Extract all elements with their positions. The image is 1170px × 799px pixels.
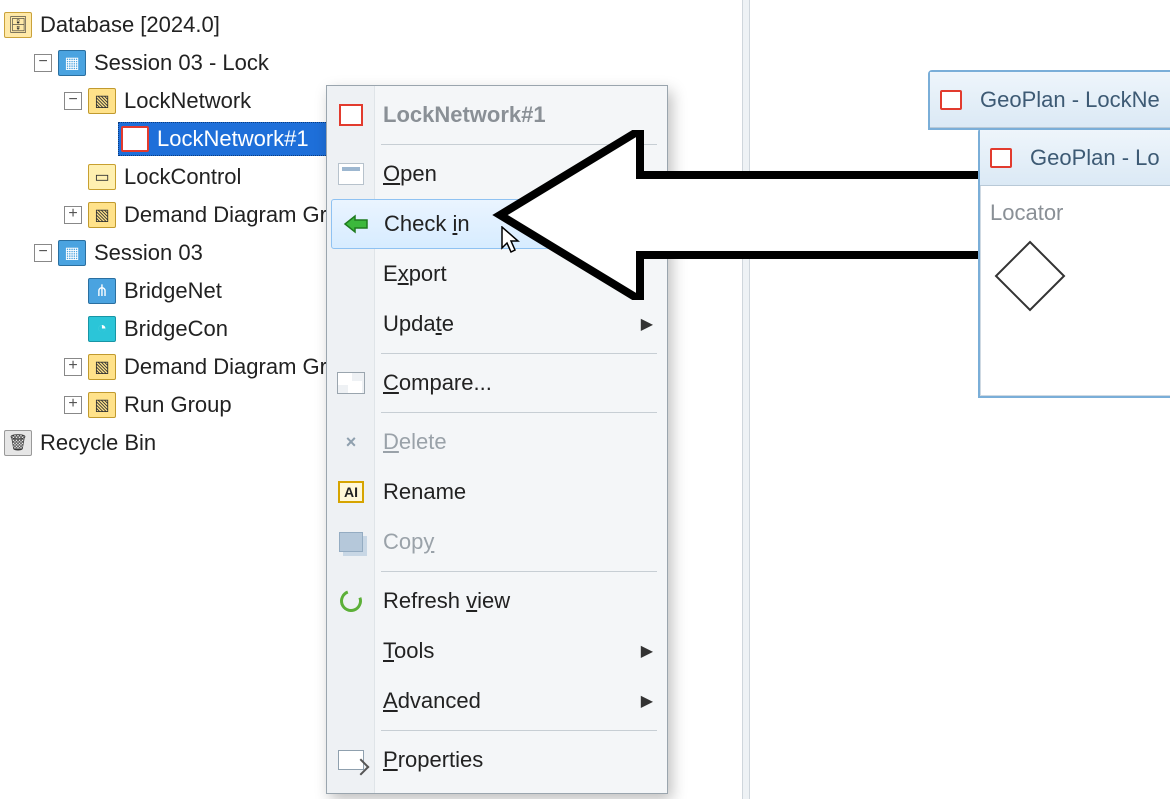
menu-item-refresh[interactable]: Refresh view [327,576,667,626]
tree-item-label: Run Group [124,392,232,418]
delete-icon: × [337,429,365,455]
window-titlebar[interactable]: GeoPlan - Lo [980,130,1170,186]
expand-toggle[interactable]: + [64,396,82,414]
database-icon: 🗄 [4,12,32,38]
collapse-toggle[interactable]: − [34,244,52,262]
blank-icon [337,311,365,337]
menu-separator [381,144,657,145]
pane-divider[interactable] [742,0,750,799]
tree-item-label: Recycle Bin [40,430,156,456]
window-title: GeoPlan - Lo [1030,145,1160,171]
tree-root-label: Database [2024.0] [40,12,220,38]
menu-item-compare[interactable]: Compare... [327,358,667,408]
menu-item-label: Check in [384,211,470,237]
network-icon [940,90,962,110]
tree-item-selected[interactable]: ∵ LockNetwork#1 [118,122,330,156]
network-icon: ⋔ [88,278,116,304]
menu-separator [381,571,657,572]
menu-item-rename[interactable]: AI Rename [327,467,667,517]
locator-diamond-icon [990,236,1070,316]
tree-item-session-lock[interactable]: − ▦ Session 03 - Lock [4,44,750,82]
menu-item-export[interactable]: Export [327,249,667,299]
collapse-toggle[interactable]: − [64,92,82,110]
network-icon [339,104,363,126]
menu-item-label: Properties [383,747,483,773]
window-body: Locator [980,186,1170,336]
clock-icon: ◔ [88,316,116,342]
checkin-arrow-icon [342,211,370,237]
session-icon: ▦ [58,240,86,266]
tree-item-label: LockNetwork [124,88,251,114]
tree-item-label: Demand Diagram Gro [124,354,339,380]
expand-toggle[interactable]: + [64,206,82,224]
open-icon [338,163,364,185]
refresh-icon [336,586,365,615]
folder-icon: ▧ [88,354,116,380]
tree-item-label: BridgeCon [124,316,228,342]
menu-item-label: Export [383,261,447,287]
submenu-arrow-icon: ▶ [641,314,653,334]
window-geoplan-1[interactable]: GeoPlan - LockNe [928,70,1170,130]
copy-icon [339,532,363,552]
menu-item-label: Rename [383,479,466,505]
tree-item-label: LockNetwork#1 [157,126,309,152]
window-titlebar[interactable]: GeoPlan - LockNe [930,72,1170,128]
submenu-arrow-icon: ▶ [641,641,653,661]
session-icon: ▦ [58,50,86,76]
menu-separator [381,730,657,731]
expand-toggle[interactable]: + [64,358,82,376]
recycle-bin-icon: 🗑 [4,430,32,456]
properties-icon [338,750,364,770]
menu-header-label: LockNetwork#1 [383,102,546,128]
collapse-toggle[interactable]: − [34,54,52,72]
menu-item-label: Copy [383,529,434,555]
control-icon: ▭ [88,164,116,190]
blank-icon [337,261,365,287]
menu-item-update[interactable]: Update ▶ [327,299,667,349]
tree-item-label: BridgeNet [124,278,222,304]
rename-icon: AI [338,481,364,503]
menu-item-delete: × Delete [327,417,667,467]
network-icon [990,148,1012,168]
menu-item-label: Delete [383,429,447,455]
menu-header: LockNetwork#1 [327,90,667,140]
locator-label: Locator [990,200,1170,226]
menu-item-properties[interactable]: Properties [327,735,667,785]
folder-icon: ▧ [88,392,116,418]
menu-item-label: Advanced [383,688,481,714]
menu-item-label: Tools [383,638,434,664]
submenu-arrow-icon: ▶ [641,691,653,711]
blank-icon [337,688,365,714]
menu-separator [381,412,657,413]
tree-item-label: Session 03 [94,240,203,266]
network-icon: ∵ [121,126,149,152]
menu-item-checkin[interactable]: Check in [331,199,663,249]
menu-item-advanced[interactable]: Advanced ▶ [327,676,667,726]
compare-icon [337,372,365,394]
folder-icon: ▧ [88,202,116,228]
menu-item-tools[interactable]: Tools ▶ [327,626,667,676]
tree-root[interactable]: 🗄 Database [2024.0] [4,6,750,44]
menu-item-label: Compare... [383,370,492,396]
menu-item-label: Open [383,161,437,187]
context-menu: LockNetwork#1 Open Check in Export Updat… [326,85,668,794]
menu-item-copy: Copy [327,517,667,567]
menu-item-label: Refresh view [383,588,510,614]
menu-separator [381,353,657,354]
tree-item-label: Session 03 - Lock [94,50,269,76]
menu-item-open[interactable]: Open [327,149,667,199]
tree-item-label: Demand Diagram Gro [124,202,339,228]
folder-icon: ▧ [88,88,116,114]
window-title: GeoPlan - LockNe [980,87,1160,113]
tree-item-label: LockControl [124,164,241,190]
blank-icon [337,638,365,664]
window-geoplan-2[interactable]: GeoPlan - Lo Locator [978,128,1170,398]
menu-item-label: Update [383,311,454,337]
